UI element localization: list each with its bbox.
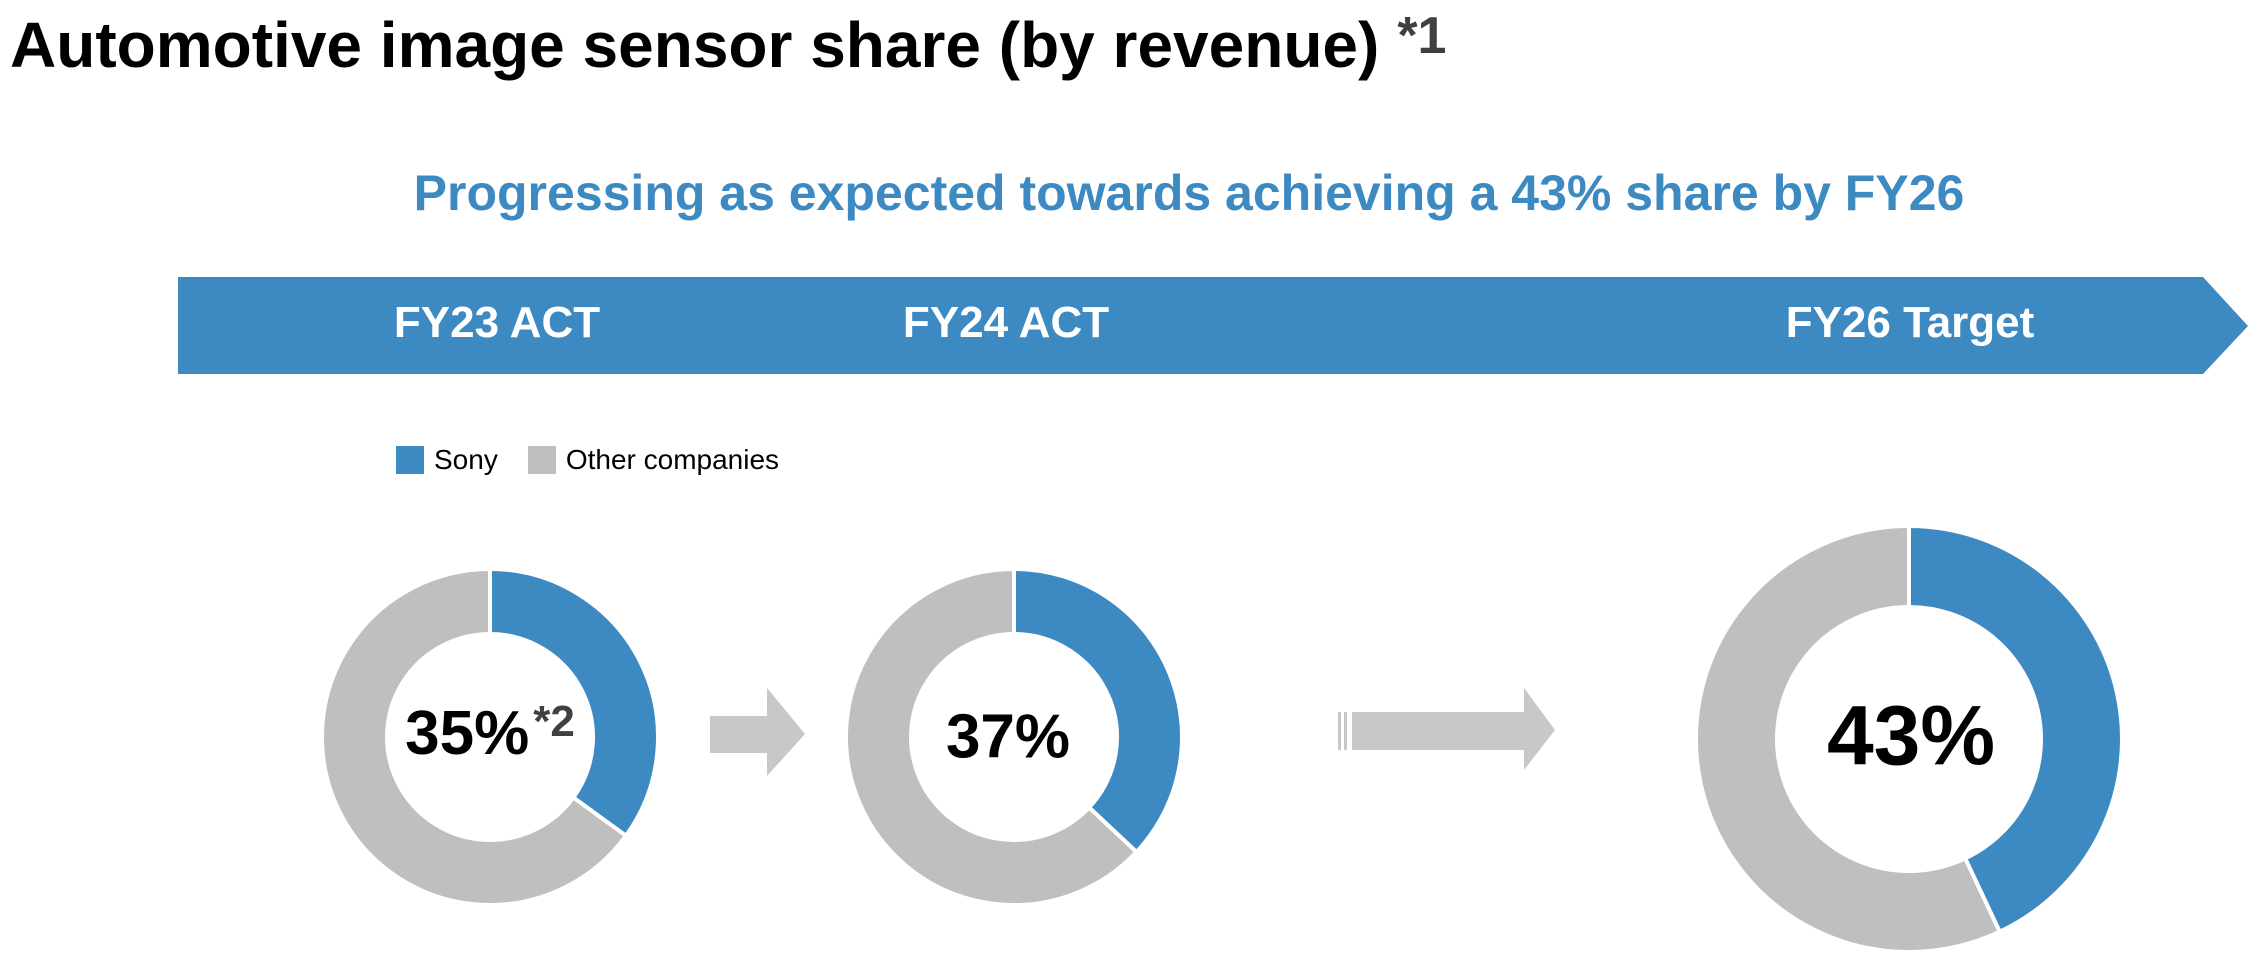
legend-swatch-sony [396,446,424,474]
share-value-fy26: 43% [1826,688,1996,783]
legend-label-sony: Sony [434,444,498,475]
donut-slice-sony-fy24 [1012,566,1185,855]
timeline-arrow-shape [178,277,2248,374]
donut-slice-sony-fy26 [1907,523,2124,935]
legend-label-other: Other companies [565,444,780,475]
chart-title: Automotive image sensor share (by revenu… [10,6,1446,82]
period-label-fy24: FY24 ACT [902,298,1110,347]
period-label-fy26: FY26 Target [1785,298,2035,347]
progress-arrow-2 [1338,688,1555,770]
progress-arrow-1 [710,688,805,776]
donut-center-label-fy26: 43% [1827,688,1995,785]
period-label-fy23: FY23 ACT [393,298,601,347]
legend-item-other: Other companies [527,444,780,476]
donut-center-label-fy24: 37% [946,702,1070,773]
share-value-fy23: 35% [405,699,530,768]
donut-slice-other-fy26 [1694,523,2003,954]
footnote-mark-fy23: *2 [533,697,575,746]
share-value-fy24: 37% [945,702,1071,772]
legend-item-sony: Sony [396,444,498,476]
subtitle: Progressing as expected towards achievin… [413,165,1965,221]
donut-center-label-fy23: 35%*2 [405,697,575,769]
donut-slice-sony-fy23 [488,566,660,839]
legend-swatch-other [527,446,556,474]
legend: Sony Other companies [396,444,809,476]
title-text: Automotive image sensor share (by revenu… [10,9,1380,81]
title-footnote-mark: *1 [1397,7,1447,65]
donut-slice-other-fy23 [320,566,629,907]
donut-slice-other-fy24 [844,566,1140,907]
